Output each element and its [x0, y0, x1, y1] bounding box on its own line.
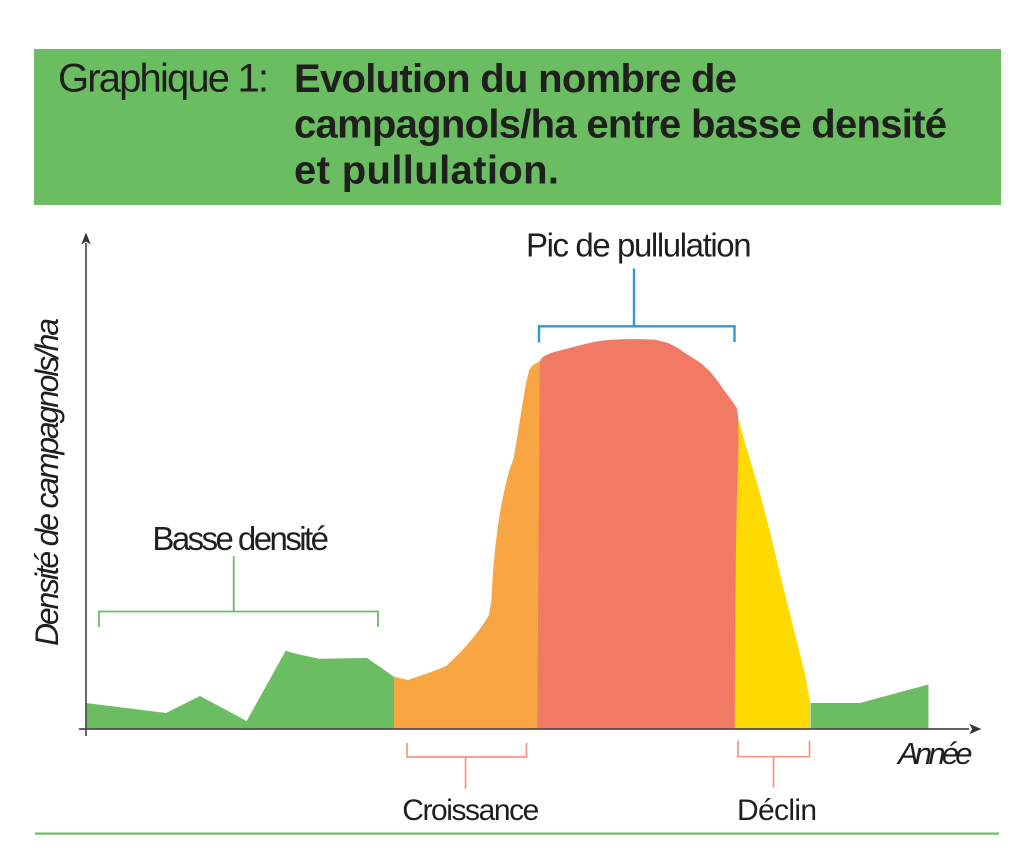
svg-text:Croissance: Croissance: [402, 794, 539, 827]
svg-text:Année: Année: [896, 736, 973, 771]
svg-text:Graphique 1:: Graphique 1:: [58, 57, 269, 101]
svg-text:Basse densité: Basse densité: [152, 520, 329, 557]
svg-text:campagnols/ha entre basse dens: campagnols/ha entre basse densité: [294, 103, 947, 147]
svg-text:Déclin: Déclin: [737, 794, 817, 827]
svg-text:Evolution du nombre de: Evolution du nombre de: [294, 57, 737, 101]
svg-text:Pic de pullulation: Pic de pullulation: [526, 226, 752, 263]
svg-text:Densité de campagnols/ha: Densité de campagnols/ha: [29, 318, 65, 646]
svg-text:et pullulation.: et pullulation.: [294, 148, 559, 192]
